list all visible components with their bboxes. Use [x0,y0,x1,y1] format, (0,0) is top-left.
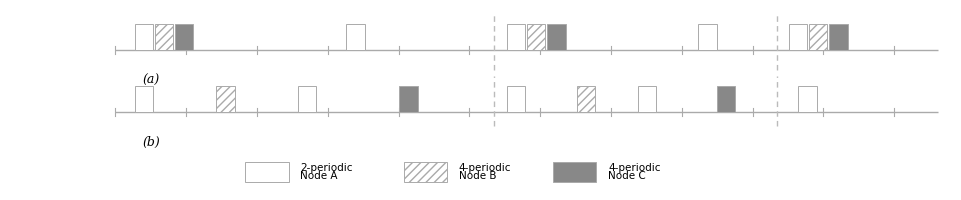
Bar [155,24,173,50]
Bar [216,86,234,112]
Bar [298,86,316,112]
Bar [788,24,806,50]
Bar [808,24,826,50]
Bar [637,86,655,112]
Bar [698,24,716,50]
Bar [135,24,153,50]
Bar [577,86,595,112]
Bar [553,162,596,182]
Bar [175,24,193,50]
Text: Node A: Node A [300,171,337,181]
Text: (b): (b) [142,136,160,149]
Bar [798,86,816,112]
Bar [135,86,153,112]
Bar [828,24,847,50]
Text: Node B: Node B [458,171,496,181]
Bar [527,24,545,50]
Text: 2-periodic: 2-periodic [300,163,353,173]
Bar [346,24,364,50]
Bar [399,86,417,112]
Bar [506,24,525,50]
Text: Node C: Node C [607,171,645,181]
Text: (a): (a) [142,74,160,87]
Bar [404,162,447,182]
Bar [547,24,565,50]
Text: 4-periodic: 4-periodic [458,163,511,173]
Bar [245,162,288,182]
Bar [716,86,734,112]
Text: 4-periodic: 4-periodic [607,163,660,173]
Bar [506,86,525,112]
